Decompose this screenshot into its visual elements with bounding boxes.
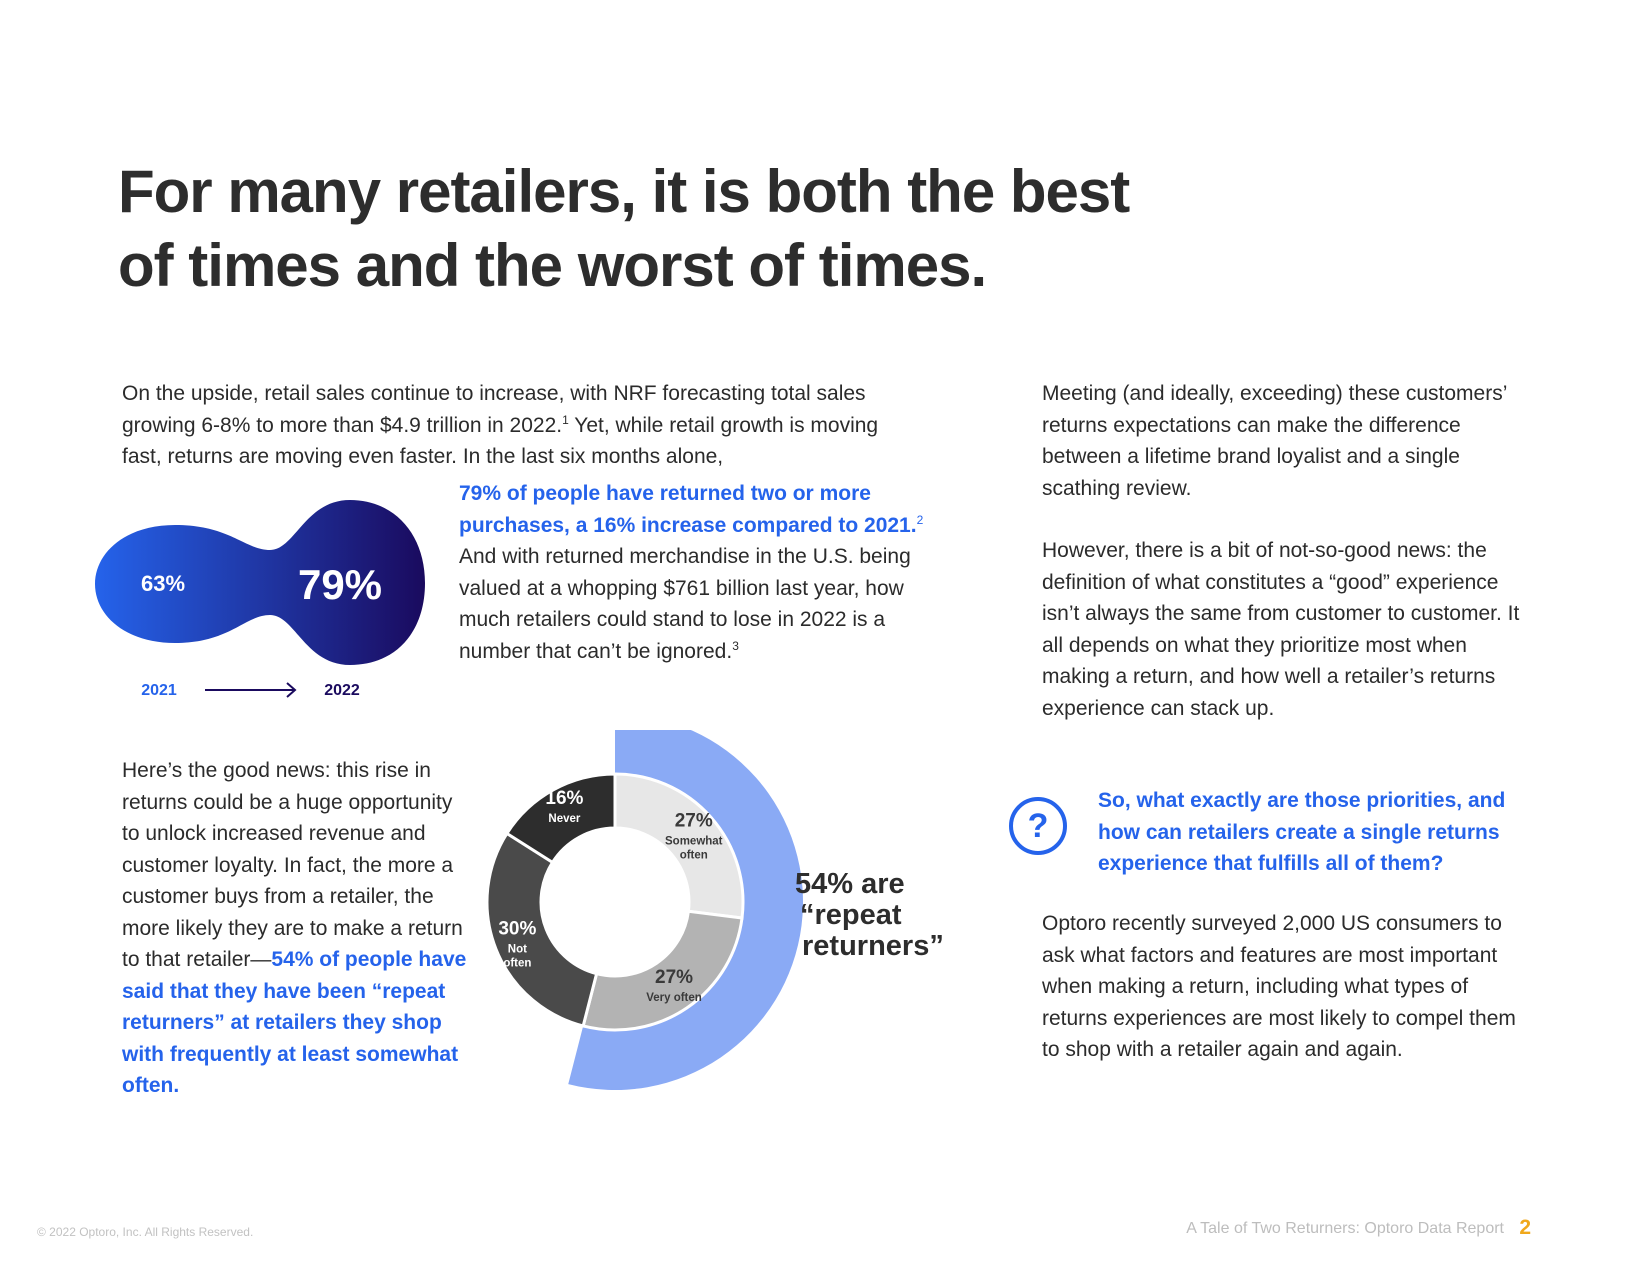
stat-paragraph: 79% of people have returned two or more … [459,478,929,667]
donut-category-very-often: Very often [646,992,702,1004]
headline-line-2: of times and the worst of times. [118,232,987,299]
donut-value-somewhat-often: 27% [675,811,713,832]
stat-text: And with returned merchandise in the U.S… [459,545,911,663]
returns-growth-graphic: 63% 79% 2021 2022 [95,500,425,699]
value-2022: 79% [298,561,382,608]
donut-slice-never [504,772,617,865]
repeat-returners-label-line-2: “repeat [800,899,902,931]
donut-slice-not-often [485,831,599,1028]
growth-blob-shape [95,500,425,665]
donut-value-not-often: 30% [498,919,536,940]
donut-category-somewhat-often: Somewhat [665,836,723,848]
year-2022-label: 2022 [324,682,360,699]
donut-value-never: 16% [545,788,583,809]
arrow-icon [286,682,297,698]
footnote-ref-2: 2 [916,512,924,527]
value-2021: 63% [141,571,185,596]
good-news-highlight: 54% of people have said that they have b… [122,948,467,1097]
footnote-ref-3: 3 [732,638,739,653]
donut-slice-somewhat-often [613,772,745,920]
donut-category-not-often: Not [508,944,527,956]
return-frequency-donut-chart: 27% Somewhat often 27% Very often 30% Not often… [485,730,944,1090]
donut-category-not-often: often [503,958,531,970]
intro-paragraph: On the upside, retail sales continue to … [122,378,922,473]
good-news-paragraph: Here’s the good news: this rise in retur… [122,755,472,1102]
copyright-notice: © 2022 Optoro, Inc. All Rights Reserved. [37,1225,254,1239]
repeat-returners-highlight-arc [568,730,803,1090]
stat-highlight: 79% of people have returned two or more … [459,482,917,537]
intro-text: On the upside, retail sales continue to … [122,382,866,437]
page-headline: For many retailers, it is both the best … [118,155,1218,303]
year-2021-label: 2021 [141,682,177,699]
good-news-text: Here’s the good news: this rise in retur… [122,759,463,971]
intro-text-cont: Yet, while retail growth is moving fast,… [122,413,879,469]
headline-line-1: For many retailers, it is both the best [118,158,1130,225]
footnote-ref-1: 1 [562,412,569,427]
repeat-returners-label-line-1: 54% are [795,868,905,900]
callout-question: So, what exactly are those priorities, a… [1098,789,1506,875]
right-column-paragraph-2: However, there is a bit of not-so-good n… [1042,539,1520,720]
repeat-returners-label-line-3: returners” [802,930,944,962]
donut-category-never: Never [548,813,580,825]
page-number: 2 [1519,1216,1531,1239]
right-column-paragraph-1: Meeting (and ideally, exceeding) these c… [1042,382,1507,500]
question-mark-icon: ? [1009,797,1067,855]
donut-value-very-often: 27% [655,967,693,988]
report-title: A Tale of Two Returners: Optoro Data Rep… [1186,1220,1504,1237]
right-column-paragraph-3: Optoro recently surveyed 2,000 US consum… [1042,912,1516,1061]
donut-slice-very-often [581,909,744,1032]
donut-category-somewhat-often: often [680,850,708,862]
